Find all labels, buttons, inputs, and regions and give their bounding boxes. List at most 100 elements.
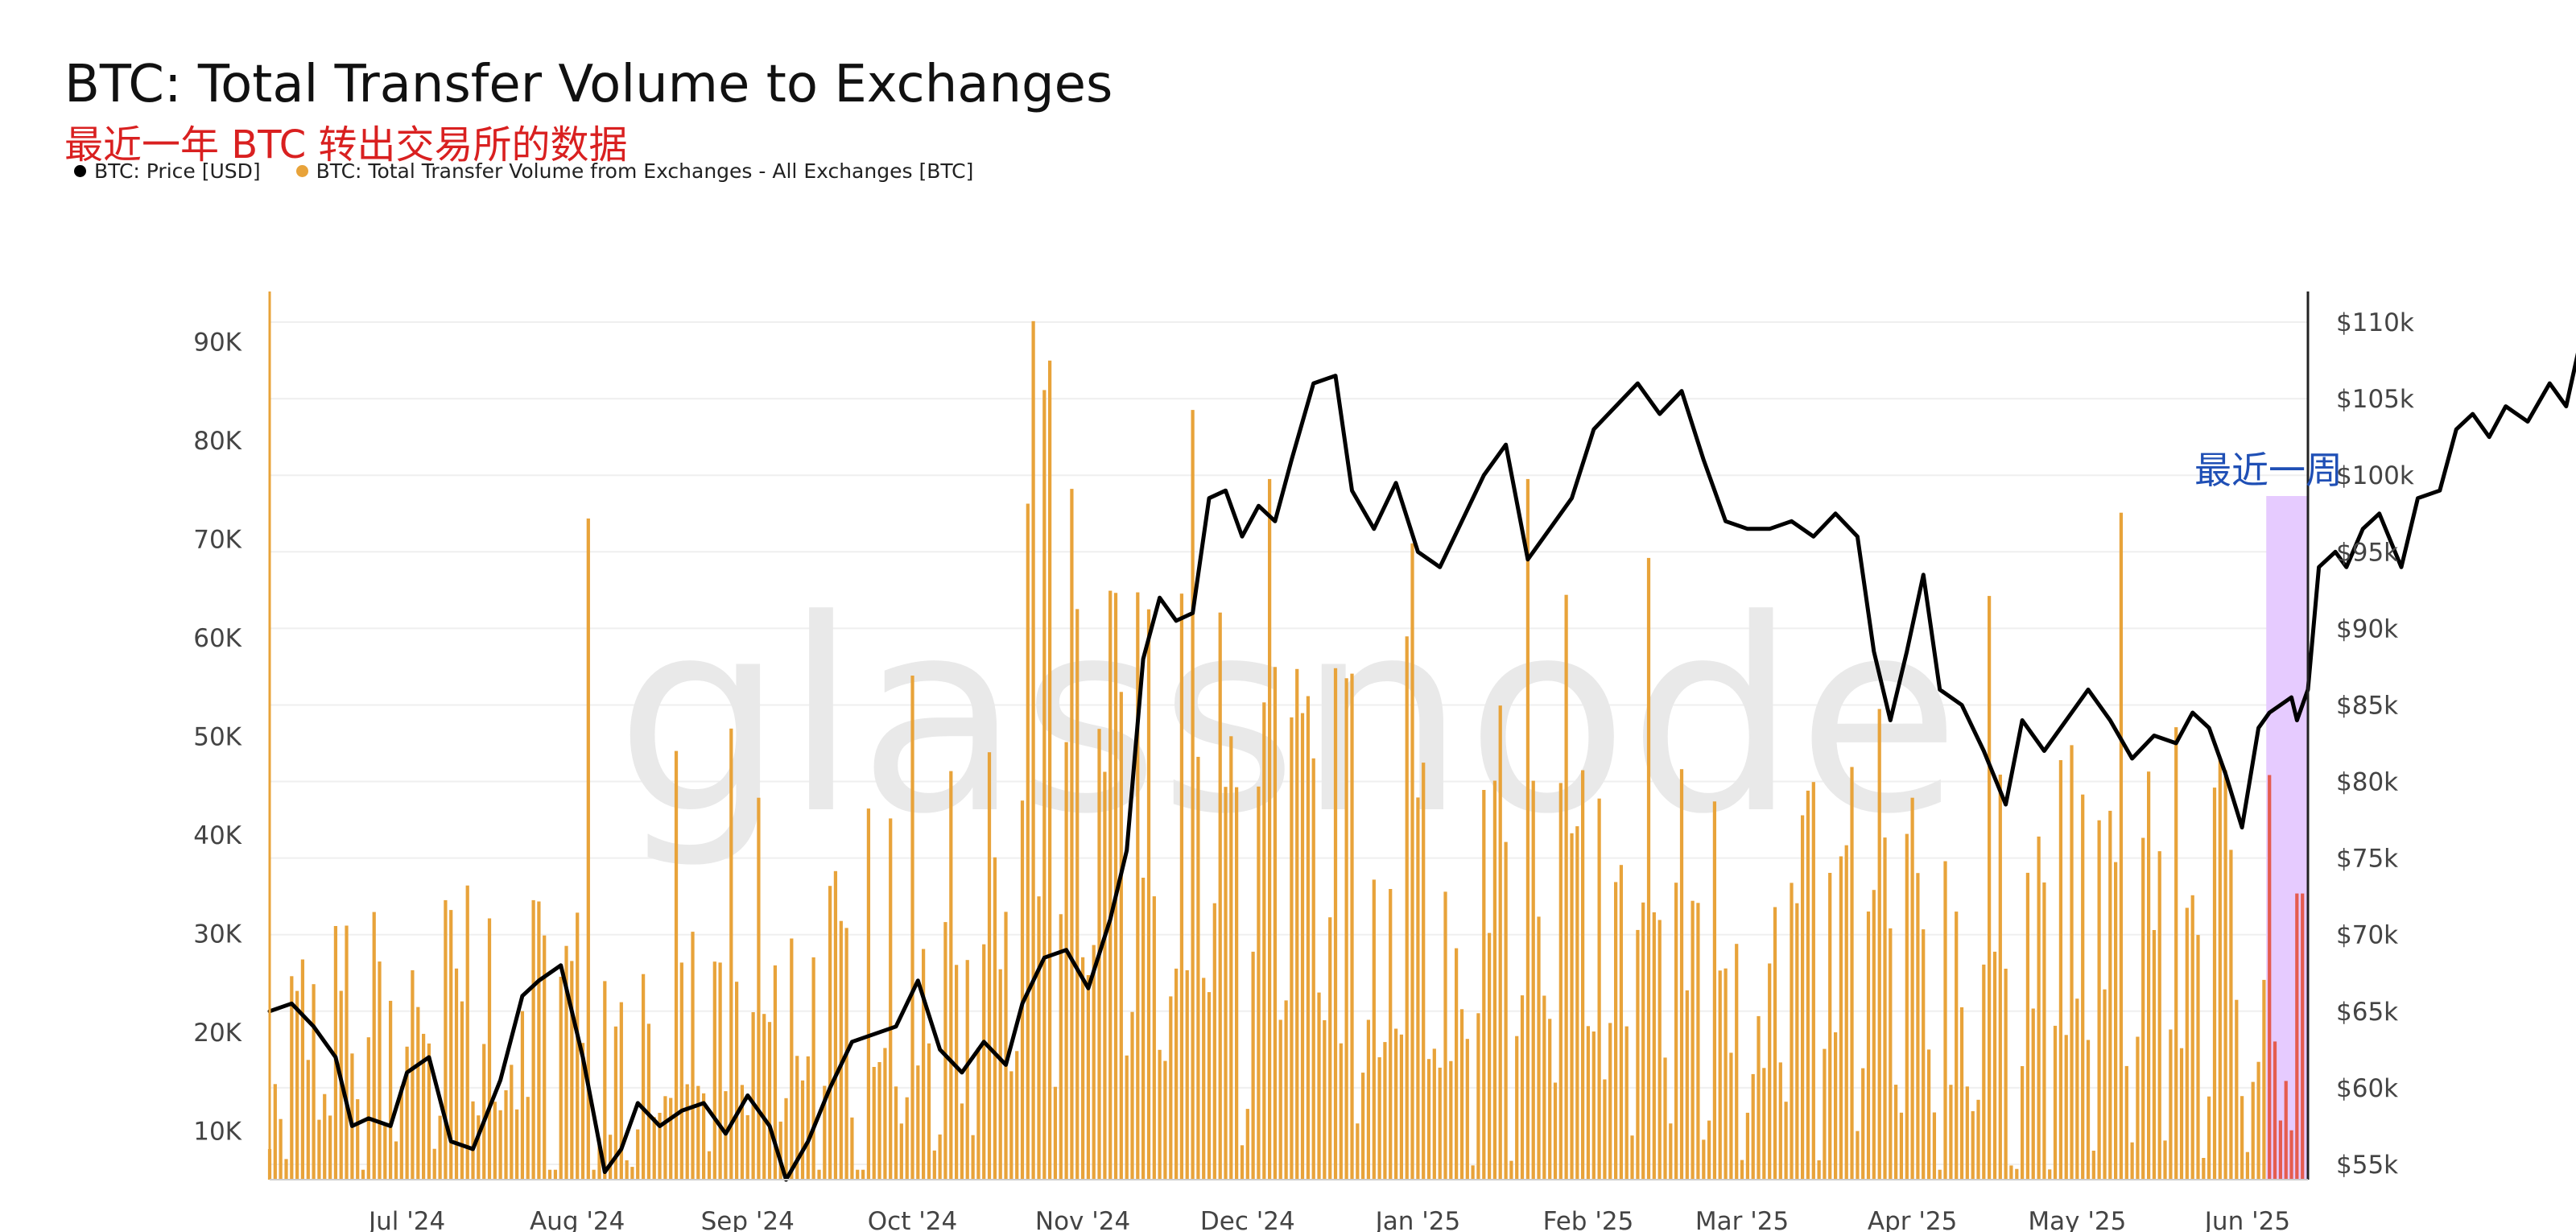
volume-bar <box>1965 1086 1969 1180</box>
volume-bar <box>1531 780 1535 1180</box>
volume-bar <box>471 1101 475 1180</box>
volume-bar <box>1426 1059 1431 1180</box>
volume-bar <box>1086 975 1091 1180</box>
volume-bar <box>2174 727 2178 1180</box>
volume-bar <box>1603 1079 1607 1180</box>
volume-bar <box>2268 775 2272 1180</box>
volume-bar <box>1235 787 1239 1180</box>
y-right-tick-label: $80k <box>2336 768 2398 797</box>
volume-bar <box>553 1169 558 1180</box>
volume-bar <box>323 1094 327 1180</box>
x-tick-label: Aug '24 <box>530 1207 625 1232</box>
x-tick-label: Dec '24 <box>1200 1207 1295 1232</box>
volume-bar <box>751 1012 755 1180</box>
volume-bar <box>1224 787 1228 1180</box>
volume-bar <box>619 1002 623 1180</box>
y-right-tick-label: $85k <box>2336 691 2398 720</box>
x-tick-label: Oct '24 <box>868 1207 957 1232</box>
volume-bar <box>1745 1112 1750 1180</box>
volume-bar <box>1092 945 1096 1180</box>
volume-bar <box>416 1007 420 1180</box>
volume-bar <box>295 990 299 1180</box>
volume-bar <box>586 518 590 1180</box>
volume-bar <box>1015 1051 1019 1180</box>
volume-bar <box>2169 1029 2173 1180</box>
volume-bar <box>729 728 733 1180</box>
volume-bar <box>1938 1169 1942 1180</box>
volume-bar <box>504 1090 508 1180</box>
volume-bar <box>2075 998 2079 1180</box>
volume-bar <box>1482 790 1486 1180</box>
y-right-tick-label: $55k <box>2336 1151 2398 1180</box>
volume-bar <box>547 1169 552 1180</box>
x-tick-label: May '25 <box>2028 1207 2126 1232</box>
volume-bar <box>2229 850 2233 1180</box>
volume-bar <box>1916 873 1920 1180</box>
volume-bar <box>1422 763 1426 1180</box>
volume-bar <box>1356 1123 1360 1180</box>
volume-bar <box>625 1160 629 1180</box>
volume-bar <box>2124 1065 2128 1180</box>
volume-bar <box>1685 990 1689 1180</box>
volume-bar <box>284 1159 288 1180</box>
volume-bar <box>1707 1120 1711 1180</box>
legend-item-price[interactable]: BTC: Price [USD] <box>74 159 261 183</box>
volume-bar <box>559 977 563 1180</box>
volume-bar <box>1125 1055 1129 1180</box>
volume-bar <box>1657 920 1662 1180</box>
volume-bar <box>2245 1151 2250 1180</box>
legend-dot-volume <box>295 165 308 177</box>
volume-bar <box>1333 668 1338 1180</box>
volume-bar <box>1366 1019 1371 1180</box>
volume-bar <box>1520 995 1525 1180</box>
y-axis-left-labels: 10K 20K 30K 40K 50K 60K 70K 80K 90K <box>193 328 242 1146</box>
volume-bar <box>1877 709 1881 1180</box>
legend-item-volume[interactable]: BTC: Total Transfer Volume from Exchange… <box>295 159 973 183</box>
volume-bar <box>1196 756 1200 1180</box>
volume-bar <box>778 1121 782 1180</box>
volume-bar <box>1646 557 1651 1180</box>
volume-bar <box>955 965 959 1180</box>
volume-bar <box>1207 992 1212 1180</box>
volume-bar <box>998 969 1002 1180</box>
volume-bar <box>899 1123 903 1180</box>
volume-bar <box>1212 903 1216 1180</box>
volume-bar <box>1992 951 1997 1180</box>
volume-bar <box>1108 590 1113 1180</box>
recent-week-annotation: 最近一周 <box>2194 449 2343 492</box>
volume-bar <box>790 938 794 1180</box>
volume-bar <box>1817 1160 1821 1180</box>
volume-bar <box>2064 1035 2068 1180</box>
volume-bar <box>543 935 547 1180</box>
x-tick-label: Mar '25 <box>1695 1207 1789 1232</box>
volume-bar <box>1894 1085 1898 1180</box>
volume-bar <box>800 1080 805 1180</box>
y-right-tick-label: $60k <box>2336 1074 2398 1103</box>
volume-bar <box>328 1115 332 1180</box>
volume-bar <box>1729 1052 1733 1180</box>
volume-bar <box>2295 893 2299 1180</box>
volume-bar <box>1130 1011 1134 1180</box>
volume-bar <box>2141 837 2145 1180</box>
volume-bar <box>465 885 469 1180</box>
volume-bar <box>1674 883 1678 1180</box>
volume-bar <box>910 676 914 1180</box>
volume-bar <box>1284 1000 1288 1180</box>
volume-bar <box>1004 912 1008 1180</box>
volume-bar <box>2289 1130 2293 1180</box>
volume-bar <box>757 797 761 1180</box>
volume-bar <box>1251 951 1255 1180</box>
volume-bar <box>1268 478 1272 1180</box>
volume-bar <box>1476 1013 1480 1180</box>
volume-bar <box>1910 797 1914 1180</box>
volume-bar <box>1575 826 1579 1180</box>
volume-bar <box>1542 995 1546 1180</box>
volume-bar <box>1488 932 1492 1180</box>
volume-bar <box>2103 989 2107 1180</box>
volume-bar <box>1597 798 1601 1180</box>
volume-bar <box>449 910 453 1180</box>
volume-bar <box>971 1135 975 1180</box>
volume-bar <box>691 932 695 1180</box>
volume-bar <box>1998 775 2002 1180</box>
volume-bar <box>531 899 535 1180</box>
